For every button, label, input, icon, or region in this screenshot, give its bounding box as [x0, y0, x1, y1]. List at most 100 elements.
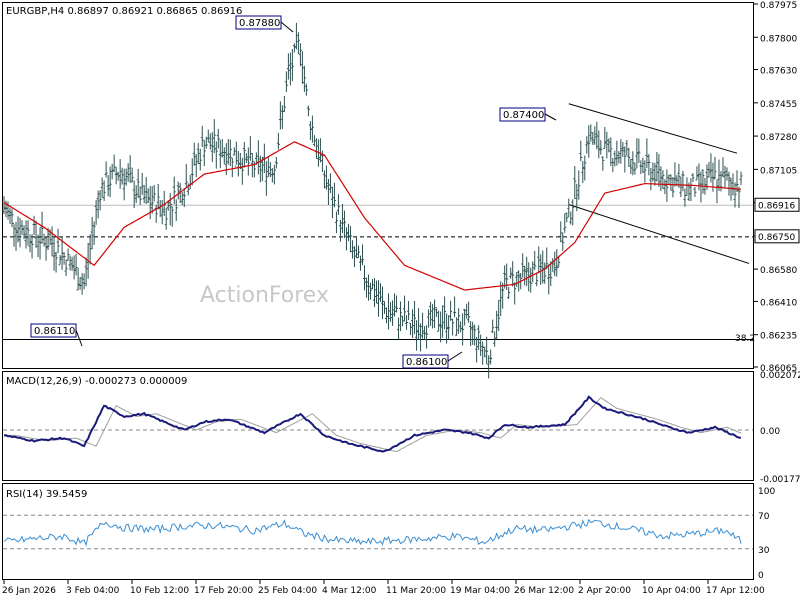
price-pane — [2, 2, 754, 369]
ohlc-bar — [395, 295, 399, 313]
ohlc-bar — [36, 234, 40, 258]
ohlc-bar — [96, 190, 100, 219]
ohlc-bar — [377, 280, 381, 317]
ohlc-bar — [310, 115, 314, 143]
ohlc-bar — [709, 153, 713, 183]
ohlc-bar — [629, 158, 633, 175]
ohlc-bar — [106, 175, 110, 197]
ohlc-bar — [693, 186, 697, 197]
ohlc-bar — [84, 257, 88, 287]
ohlc-bar — [495, 310, 499, 340]
ohlc-bar — [623, 146, 627, 173]
price-tick-label: 0.86235 — [760, 332, 797, 342]
ohlc-bar — [164, 207, 168, 230]
ohlc-bar — [739, 171, 743, 185]
ohlc-bar — [473, 324, 477, 346]
ohlc-bar — [298, 43, 302, 67]
ohlc-bar — [278, 101, 282, 130]
ohlc-bar — [455, 317, 459, 336]
ohlc-bar — [437, 310, 441, 332]
ohlc-bar — [132, 180, 136, 209]
svg-text:0.87880: 0.87880 — [239, 18, 280, 29]
x-tick-label: 17 Feb 20:00 — [194, 586, 253, 596]
ohlc-bar — [413, 300, 417, 335]
ohlc-bar — [427, 309, 431, 328]
ohlc-bar — [671, 177, 675, 198]
ohlc-bar — [114, 166, 118, 185]
ohlc-bar — [346, 223, 350, 242]
svg-text:0.86100: 0.86100 — [406, 357, 447, 368]
ohlc-bar — [465, 303, 469, 319]
x-tick-label: 26 Jan 2026 — [2, 586, 56, 596]
ohlc-bar — [499, 281, 503, 317]
ohlc-bar — [489, 349, 493, 365]
ohlc-bar — [18, 217, 22, 248]
ohlc-bar — [609, 137, 613, 167]
macd-tick-label: 0.00 — [760, 427, 780, 437]
ohlc-bar — [44, 236, 48, 261]
ohlc-bar — [661, 170, 665, 189]
ohlc-bar — [258, 155, 262, 183]
macd-signal-line — [4, 396, 742, 453]
ohlc-bar — [74, 253, 78, 276]
ohlc-bar — [387, 293, 391, 330]
ohlc-bar — [383, 301, 387, 314]
level-price-tag: 0.86750 — [754, 229, 800, 244]
ohlc-bar — [539, 254, 543, 285]
ohlc-bar — [475, 336, 479, 363]
ohlc-bar — [32, 215, 36, 235]
ohlc-bar — [587, 125, 591, 158]
ohlc-bar — [66, 248, 70, 261]
ohlc-bar — [40, 211, 44, 244]
ohlc-bar — [366, 274, 370, 301]
ohlc-bar — [302, 65, 306, 92]
price-tick-label: 0.87630 — [760, 67, 797, 77]
ohlc-bar — [389, 302, 393, 322]
ohlc-bar — [232, 147, 236, 156]
ohlc-bar — [651, 162, 655, 182]
ohlc-bar — [607, 138, 611, 153]
ohlc-bar — [487, 355, 491, 379]
ohlc-bar — [663, 179, 667, 195]
ohlc-bar — [447, 315, 451, 340]
ohlc-bar — [338, 219, 342, 242]
ohlc-bar — [184, 163, 188, 188]
ohlc-bar — [130, 167, 134, 183]
ohlc-bar — [26, 220, 30, 246]
ohlc-bar — [268, 162, 272, 178]
ohlc-bar — [128, 155, 132, 183]
ohlc-bar — [591, 131, 595, 145]
ohlc-bar — [194, 153, 198, 178]
ohlc-bar — [401, 315, 405, 327]
ohlc-bar — [601, 156, 605, 171]
ohlc-bar — [645, 138, 649, 168]
ohlc-bar — [449, 300, 453, 321]
ohlc-bar — [90, 216, 94, 250]
ohlc-bar — [334, 211, 338, 234]
ohlc-bar — [649, 168, 653, 191]
ohlc-bar — [393, 293, 397, 317]
ohlc-bar — [561, 232, 565, 251]
ohlc-bar — [136, 168, 140, 198]
ohlc-bar — [599, 140, 603, 155]
ohlc-bar — [637, 138, 641, 164]
ohlc-bar — [276, 132, 280, 150]
ohlc-bar — [228, 139, 232, 167]
ohlc-bar — [691, 173, 695, 183]
ohlc-bar — [417, 308, 421, 340]
ohlc-bar — [122, 168, 126, 201]
ohlc-bar — [373, 278, 377, 308]
macd-line — [3, 395, 742, 453]
ohlc-bar — [150, 186, 154, 214]
ohlc-bar — [451, 318, 455, 336]
ohlc-bar — [342, 210, 346, 239]
svg-text:0.86110: 0.86110 — [34, 326, 75, 337]
ohlc-bar — [176, 181, 180, 200]
ohlc-bar — [80, 273, 84, 295]
ohlc-bar — [523, 265, 527, 286]
ohlc-bar — [683, 188, 687, 207]
ohlc-bar — [431, 304, 435, 329]
ohlc-bar — [248, 136, 252, 161]
ohlc-bar — [58, 254, 62, 266]
ohlc-bar — [46, 227, 50, 251]
